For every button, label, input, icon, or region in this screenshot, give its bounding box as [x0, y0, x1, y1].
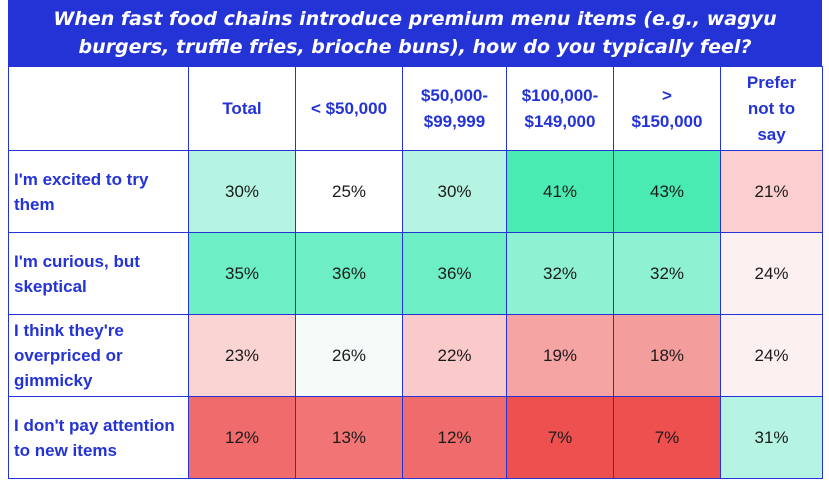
data-cell: 36%	[402, 232, 507, 315]
table-row: I'm excited to try them 30% 25% 30% 41% 43% 21…	[8, 150, 823, 233]
column-header: > $150,000	[613, 66, 721, 151]
data-cell: 30%	[188, 150, 296, 233]
table-body: I'm excited to try them 30% 25% 30% 41% 43% 21…	[8, 150, 823, 479]
data-cell: 43%	[613, 150, 721, 233]
data-cell: 19%	[506, 314, 614, 397]
header-corner-cell	[8, 66, 189, 151]
column-header-text: say	[757, 124, 786, 144]
column-header-text: not to	[747, 98, 796, 118]
column-header: $100,000- $149,000	[506, 66, 614, 151]
data-cell: 26%	[295, 314, 403, 397]
data-cell: 22%	[402, 314, 507, 397]
column-header-text: $149,000	[524, 111, 596, 131]
row-label: I'm excited to try them	[8, 150, 189, 233]
data-cell: 32%	[506, 232, 614, 315]
data-cell: 13%	[295, 396, 403, 479]
table-row: I'm curious, but skeptical 35% 36% 36% 32% 32…	[8, 232, 823, 315]
column-header: < $50,000	[295, 66, 403, 151]
table-row: I don't pay attention to new items 12% 13%…	[8, 396, 823, 479]
data-cell: 12%	[402, 396, 507, 479]
data-cell: 7%	[613, 396, 721, 479]
column-header-text: Prefer	[746, 72, 797, 92]
data-cell: 41%	[506, 150, 614, 233]
data-cell: 21%	[720, 150, 823, 233]
column-header-text: < $50,000	[310, 98, 388, 118]
data-cell: 35%	[188, 232, 296, 315]
table-row: I think they're overpriced or gimmicky 23…	[8, 314, 823, 397]
data-cell: 25%	[295, 150, 403, 233]
row-label: I'm curious, but skeptical	[8, 232, 189, 315]
header-row: Total < $50,000 $50,000- $99,999 $100,000- $1…	[8, 66, 823, 151]
column-header: $50,000- $99,999	[402, 66, 507, 151]
column-header-text: $50,000-	[420, 85, 489, 105]
column-header-text: >	[662, 85, 672, 105]
column-header-text: $100,000-	[521, 85, 599, 105]
data-cell: 23%	[188, 314, 296, 397]
column-header-text: $99,999	[423, 111, 486, 131]
row-label: I don't pay attention to new items	[8, 396, 189, 479]
column-header-text: Total	[222, 98, 262, 118]
column-header: Total	[188, 66, 296, 151]
data-cell: 32%	[613, 232, 721, 315]
chart-container: When fast food chains introduce premium …	[8, 0, 823, 479]
data-cell: 18%	[613, 314, 721, 397]
data-cell: 12%	[188, 396, 296, 479]
data-cell: 24%	[720, 232, 823, 315]
column-header: Prefer not to say	[720, 66, 823, 151]
data-cell: 7%	[506, 396, 614, 479]
row-label: I think they're overpriced or gimmicky	[8, 314, 189, 397]
column-header-text: $150,000	[631, 111, 703, 131]
data-table: Total < $50,000 $50,000- $99,999 $100,000- $1…	[8, 66, 823, 479]
data-cell: 36%	[295, 232, 403, 315]
chart-title: When fast food chains introduce premium …	[8, 0, 822, 66]
data-cell: 24%	[720, 314, 823, 397]
data-cell: 31%	[720, 396, 823, 479]
data-cell: 30%	[402, 150, 507, 233]
